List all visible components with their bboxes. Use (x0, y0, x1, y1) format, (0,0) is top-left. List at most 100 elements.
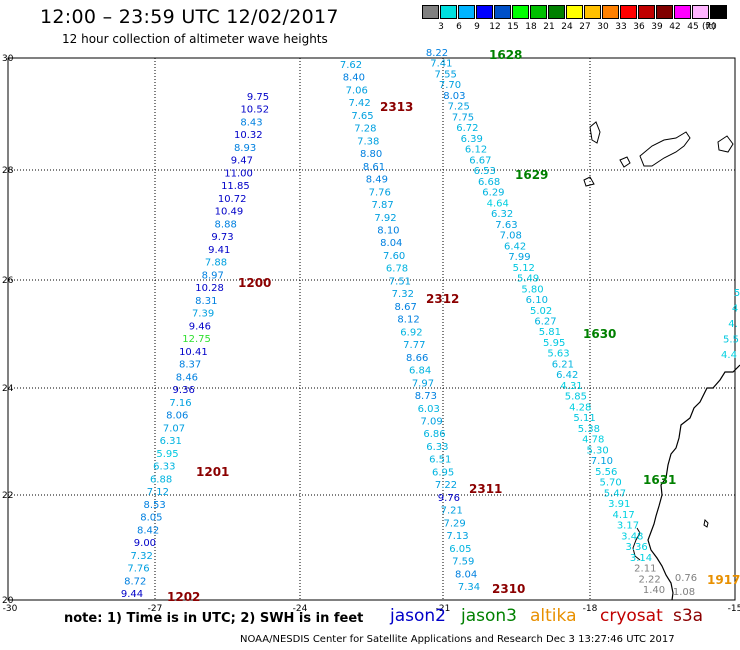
time-label: 2313 (380, 100, 413, 114)
wave-height-value: 7.63 (495, 220, 517, 231)
wave-height-value: 8.93 (234, 143, 256, 154)
track-altika-1917: 0.76 1.08 1917 (673, 573, 740, 598)
wave-height-value: 9.44 (121, 589, 143, 600)
wave-height-value: 9.75 (247, 92, 269, 103)
wave-height-value: 9.46 (189, 321, 211, 332)
lat-lon-grid (8, 58, 735, 600)
wave-height-value: 3.91 (608, 499, 630, 510)
scale-swatch (674, 5, 691, 19)
wave-height-value: 9.73 (211, 232, 233, 243)
wave-height-value: 7.32 (131, 551, 153, 562)
map-title: 12:00 – 23:59 UTC 12/02/2017 (40, 6, 339, 28)
scale-swatch (512, 5, 529, 19)
time-label: 1628 (489, 48, 522, 62)
wave-height-value: 7.22 (435, 480, 457, 491)
island-tenerife (639, 131, 691, 167)
time-label: 1200 (238, 276, 271, 290)
wave-height-value: 7.87 (372, 200, 394, 211)
wave-height-value: 1.08 (673, 587, 695, 598)
scale-label: 36 (633, 22, 645, 32)
wave-height-value: 6.39 (461, 134, 483, 145)
x-tick-label: -24 (293, 604, 308, 614)
time-label: 1629 (515, 168, 548, 182)
wave-height-value: 7.07 (163, 423, 185, 434)
wave-height-value: 10.49 (215, 207, 244, 218)
wave-height-value: 9.76 (438, 493, 460, 504)
wave-height-value: 7.62 (340, 60, 362, 71)
wave-height-value: 8.10 (377, 226, 399, 237)
wave-height-value: 6.05 (449, 544, 471, 555)
wave-height-value: 9.47 (231, 156, 253, 167)
wave-height-value: 8.04 (455, 569, 477, 580)
africa-coastline (647, 364, 740, 601)
scale-label: 24 (561, 22, 573, 32)
y-tick-label: 26 (2, 276, 14, 286)
wave-height-value: 8.43 (240, 117, 262, 128)
scale-label: 45 (687, 22, 699, 32)
wave-height-value: 8.31 (195, 296, 217, 307)
wave-height-value: 6.67 (469, 155, 491, 166)
scale-swatch (530, 5, 547, 19)
wave-height-value: 5.11 (573, 413, 595, 424)
wave-height-value: 6.32 (491, 209, 513, 220)
wave-height-value: 7.32 (392, 289, 414, 300)
wave-height-value: 11.85 (221, 181, 250, 192)
wave-height-value: 7.59 (452, 557, 474, 568)
wave-height-value: 8.72 (124, 576, 146, 587)
wave-height-value: 5.12 (513, 263, 535, 274)
scale-swatch (584, 5, 601, 19)
wave-height-value: 6.10 (526, 295, 548, 306)
footer-credit: NOAA/NESDIS Center for Satellite Applica… (240, 634, 675, 645)
wave-height-value: 4.64 (487, 198, 509, 209)
coast-islet (703, 518, 709, 528)
wave-height-value: 9.41 (208, 245, 230, 256)
wave-height-value: 7.99 (508, 252, 530, 263)
wave-height-value: 6.86 (423, 429, 445, 440)
wave-height-value: 8.88 (215, 219, 237, 230)
time-label: 2312 (426, 292, 459, 306)
wave-height-value: 8.73 (415, 391, 437, 402)
track-right-edge: 5 4 4. 5.5 4.4 (721, 288, 740, 361)
track-jason3-1628: 8.227.417.557.708.037.257.756.726.396.12… (426, 48, 677, 596)
map-subtitle: 12 hour collection of altimeter wave hei… (62, 32, 328, 46)
map-frame (7, 57, 736, 601)
wave-height-value: 10.52 (240, 105, 269, 116)
scale-swatch (422, 5, 439, 19)
wave-height-value: 8.67 (395, 302, 417, 313)
wave-height-value: 5.02 (530, 306, 552, 317)
wave-height-value: 6.33 (153, 462, 175, 473)
wave-height-value: 5.49 (517, 274, 539, 285)
wave-height-value: 6.21 (552, 359, 574, 370)
legend-jason2: jason2 (390, 606, 446, 626)
wave-height-value: 5 (734, 288, 740, 299)
y-tick-label: 28 (2, 166, 14, 176)
scale-swatch (692, 5, 709, 19)
wave-height-value: 5.70 (599, 478, 621, 489)
wave-height-value: 7.09 (420, 416, 442, 427)
wave-height-value: 5.80 (521, 284, 543, 295)
x-tick-label: -18 (583, 604, 598, 614)
y-tick-label: 20 (2, 596, 14, 606)
wave-height-value: 8.22 (426, 48, 448, 59)
wave-height-value: 7.41 (430, 59, 452, 70)
wave-height-value: 6.33 (426, 442, 448, 453)
legend-cryosat: cryosat (600, 606, 663, 626)
wave-height-value: 8.49 (366, 175, 388, 186)
scale-swatch (476, 5, 493, 19)
wave-height-value: 5.95 (156, 449, 178, 460)
time-label: 2310 (492, 582, 525, 596)
scale-swatch (548, 5, 565, 19)
wave-height-value: 8.03 (443, 91, 465, 102)
time-label: 1631 (643, 473, 676, 487)
scale-label: 39 (651, 22, 663, 32)
coast-inlet (632, 527, 641, 561)
wave-height-value: 8.06 (166, 411, 188, 422)
wave-height-value: 8.40 (343, 73, 365, 84)
y-tick-label: 24 (2, 384, 14, 394)
wave-height-value: 5.56 (595, 467, 617, 478)
island-la-palma (589, 121, 601, 144)
wave-height-value: 6.95 (432, 467, 454, 478)
scale-swatch (566, 5, 583, 19)
wave-height-value: 6.78 (386, 264, 408, 275)
